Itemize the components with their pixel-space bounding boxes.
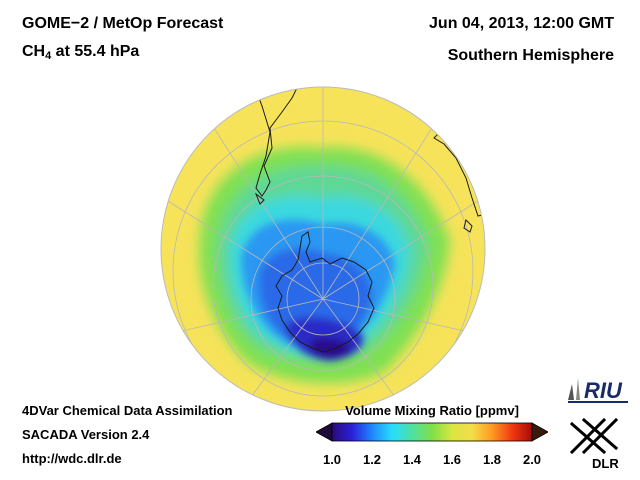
footer-version: SACADA Version 2.4 [22, 427, 150, 442]
title-species: CH4 at 55.4 hPa [22, 43, 139, 62]
southern-hemisphere-globe-map [160, 86, 486, 412]
forecast-datetime: Jun 04, 2013, 12:00 GMT [429, 15, 614, 32]
footer-url[interactable]: http://wdc.dlr.de [22, 451, 122, 466]
riu-logo: RIU [568, 378, 628, 403]
species-main: CH [22, 43, 46, 60]
colorbar-title: Volume Mixing Ratio [ppmv] [345, 403, 519, 418]
dlr-logo-text: DLR [592, 456, 619, 471]
riu-logo-text: RIU [584, 378, 623, 403]
colorbar-tick-label: 1.8 [482, 452, 502, 467]
colorbar-tick-label: 2.0 [522, 452, 542, 467]
colorbar [316, 422, 548, 442]
title-instrument: GOME−2 / MetOp Forecast [22, 15, 224, 32]
colorbar-tick-label: 1.2 [362, 452, 382, 467]
colorbar-min-arrow [316, 422, 333, 442]
colorbar-tick-label: 1.0 [322, 452, 342, 467]
footer-method: 4DVar Chemical Data Assimilation [22, 403, 233, 418]
colorbar-max-arrow [531, 422, 548, 442]
colorbar-tick-label: 1.4 [402, 452, 422, 467]
species-subscript: 4 [45, 50, 52, 62]
dlr-logo: DLR [569, 417, 619, 471]
colorbar-tick-label: 1.6 [442, 452, 462, 467]
colorbar-gradient [331, 422, 533, 442]
pressure-level: at 55.4 hPa [51, 43, 140, 60]
hemisphere-label: Southern Hemisphere [447, 47, 614, 64]
